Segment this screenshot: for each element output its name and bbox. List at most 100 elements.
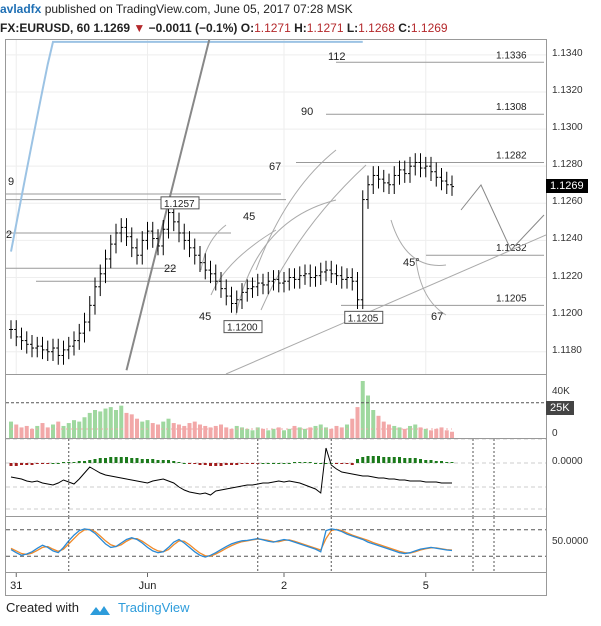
volume-axis[interactable]: 40K 0 25K [546,374,601,439]
volume-pane[interactable] [6,374,546,439]
time-axis[interactable]: 31Jun256 [6,572,546,595]
time-tick-label: 31 [10,580,22,592]
histogram-bar [356,459,359,463]
chart-frame[interactable]: 1.1336 1.1308 1.1282 1.1232 1.1205 112 90 67 45 2… [5,39,547,596]
histogram-bar [450,462,454,463]
price-label-box [223,320,263,334]
volume-bar [261,428,265,439]
histogram-bar [30,463,34,465]
histogram-bar [114,457,118,463]
price-chart[interactable]: 1.13361.13081.12821.12321.12051129067452… [6,40,546,375]
author-name[interactable]: avladfx [0,2,42,16]
histogram-bar [72,462,76,463]
volume-bar [303,428,307,439]
volume-chart[interactable] [6,375,546,439]
angle-label: 67 [269,161,281,173]
volume-bar [213,425,218,439]
close-value: 1.1269 [410,21,448,35]
candle [9,320,13,339]
stochastic-pane[interactable] [6,516,546,595]
high-value: 1.1271 [306,21,344,35]
histogram-bar [146,459,149,463]
volume-bar [234,425,239,439]
histogram-bar [98,458,102,463]
volume-bar [334,425,339,439]
candle [35,336,40,358]
last-price: 1.1269 [93,21,131,35]
oscillator-chart[interactable] [6,438,546,519]
histogram-bar [240,463,244,464]
volume-bar [72,420,76,439]
tradingview-logo-icon[interactable] [88,602,112,621]
stochastic-d-line [10,528,453,557]
candle [423,156,428,178]
histogram-bar [125,457,128,463]
volume-bar [35,425,40,439]
upper-band-line [10,40,363,252]
volume-bar [40,423,45,439]
stochastic-chart[interactable] [6,517,546,595]
volume-bar [166,418,171,439]
volume-bar [345,424,349,439]
candle [408,156,412,183]
candle [40,336,45,360]
histogram-bar [371,456,375,463]
histogram-bar [251,463,254,464]
oscillator-tick-label: 0.0000 [552,456,583,467]
histogram-bar [403,458,407,463]
volume-badge: 25K [546,401,574,415]
volume-bar [19,427,24,439]
price-tick-label: 1.1320 [552,84,583,96]
histogram-bar [182,463,186,464]
candle [129,227,134,258]
candle [376,166,381,189]
oscillator-pane[interactable] [6,438,546,519]
histogram-bar [429,460,433,463]
candle [308,264,313,287]
candle [119,218,124,243]
time-tick-label: 5 [423,580,429,592]
price-tick-label: 1.1180 [552,344,582,356]
volume-bar [360,381,365,439]
oscillator-axis[interactable]: 0.0000 [546,438,601,516]
histogram-bar [408,458,412,463]
histogram-bar [109,457,113,463]
histogram-bar [140,459,144,463]
volume-bar [402,428,407,439]
candle [213,264,218,291]
histogram-bar [224,463,228,465]
tradingview-brand-link[interactable]: TradingView [118,600,190,615]
histogram-bar [167,460,170,463]
histogram-bar [172,461,176,463]
candle [313,266,318,287]
footer: Created with TradingView [0,600,601,626]
histogram-bar [88,460,92,463]
stochastic-axis[interactable]: 50.0000 [546,516,601,572]
candle [429,156,433,182]
volume-bar [66,423,71,439]
histogram-bar [193,463,197,464]
histogram-bar [104,458,107,463]
histogram-bar [46,463,50,464]
histogram-bar [434,461,438,463]
price-pane[interactable]: 1.1336 1.1308 1.1282 1.1232 1.1205 112 90 67 45 2… [6,40,546,375]
angle-label: 22 [164,263,176,275]
volume-bar [297,427,302,439]
candle [108,234,113,269]
histogram-bar [93,459,97,463]
volume-bar [250,430,255,439]
volume-bar [444,430,449,439]
fib-level-label: 1.1308 [496,102,527,113]
price-axis[interactable]: 1.1340 1.1320 1.1300 1.1280 1.1260 1.1240 1.12… [546,39,601,373]
volume-bar [14,424,19,439]
price-tick-label: 1.1240 [552,233,583,245]
histogram-bar [261,463,265,464]
candle [350,268,355,291]
volume-bar [77,421,82,439]
histogram-bar [209,463,212,466]
angle-label: 67 [431,311,443,323]
candle [334,264,339,285]
volume-bar [366,395,370,439]
candle [345,268,349,289]
candle [271,270,276,291]
